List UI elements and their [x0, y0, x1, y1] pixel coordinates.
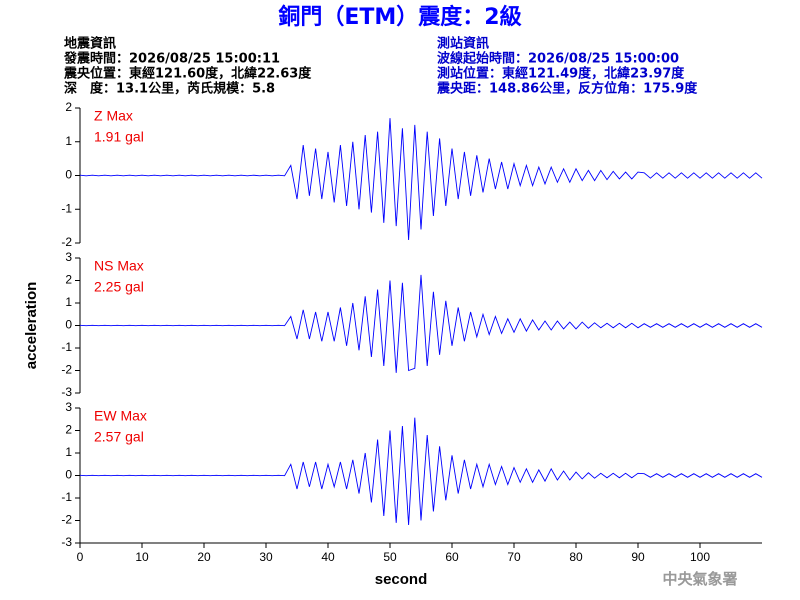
y-tick-label: -1: [61, 340, 72, 354]
max-label: 2.57 gal: [94, 429, 144, 445]
header-right: 測站位置：東經121.49度，北緯23.97度: [437, 66, 685, 82]
y-tick-label: 3: [65, 400, 72, 414]
y-tick-label: 2: [65, 273, 72, 287]
header-left: 震央位置：東經121.60度，北緯22.63度: [63, 66, 312, 82]
x-tick-label: 60: [445, 550, 459, 564]
x-tick-label: 40: [321, 550, 335, 564]
y-axis-label: acceleration: [23, 282, 40, 370]
y-tick-label: -1: [61, 201, 72, 215]
x-tick-label: 70: [507, 550, 521, 564]
x-tick-label: 50: [383, 550, 397, 564]
header-right: 波線起始時間：2026/08/25 15:00:00: [437, 51, 679, 67]
y-tick-label: 0: [65, 468, 72, 482]
max-label: 1.91 gal: [94, 129, 144, 145]
waveform: [79, 118, 763, 241]
y-tick-label: -2: [61, 363, 72, 377]
max-label: 2.25 gal: [94, 279, 144, 295]
x-tick-label: 80: [569, 550, 583, 564]
waveform: [79, 417, 763, 526]
x-tick-label: 10: [135, 550, 149, 564]
header-left: 地震資訊: [64, 36, 116, 52]
y-tick-label: 2: [65, 423, 72, 437]
y-tick-label: 2: [65, 100, 72, 114]
x-tick-label: 90: [631, 550, 645, 564]
header-left: 深 度：13.1公里，芮氏規模：5.8: [64, 81, 275, 97]
component-label: NS Max: [94, 258, 144, 274]
y-tick-label: 0: [65, 168, 72, 182]
title: 銅門（ETM）震度：2級: [278, 4, 521, 30]
y-tick-label: 3: [65, 250, 72, 264]
component-label: EW Max: [94, 408, 147, 424]
header-right: 震央距：148.86公里，反方位角：175.9度: [436, 81, 698, 97]
y-tick-label: 1: [65, 445, 72, 459]
y-tick-label: 1: [65, 134, 72, 148]
y-tick-label: -3: [61, 535, 72, 549]
footer: 中央氣象署: [662, 570, 737, 588]
y-tick-label: -2: [61, 235, 72, 249]
waveform: [79, 274, 763, 373]
x-tick-label: 20: [197, 550, 211, 564]
y-tick-label: 0: [65, 318, 72, 332]
component-label: Z Max: [94, 108, 133, 124]
y-tick-label: -1: [61, 490, 72, 504]
y-tick-label: -2: [61, 513, 72, 527]
y-tick-label: -3: [61, 385, 72, 399]
x-axis-label: second: [375, 571, 428, 588]
header-left: 發震時間：2026/08/25 15:00:11: [63, 51, 280, 67]
x-tick-label: 100: [690, 550, 710, 564]
y-tick-label: 1: [65, 295, 72, 309]
header-right: 測站資訊: [437, 36, 489, 52]
x-tick-label: 0: [77, 550, 84, 564]
x-tick-label: 30: [259, 550, 273, 564]
